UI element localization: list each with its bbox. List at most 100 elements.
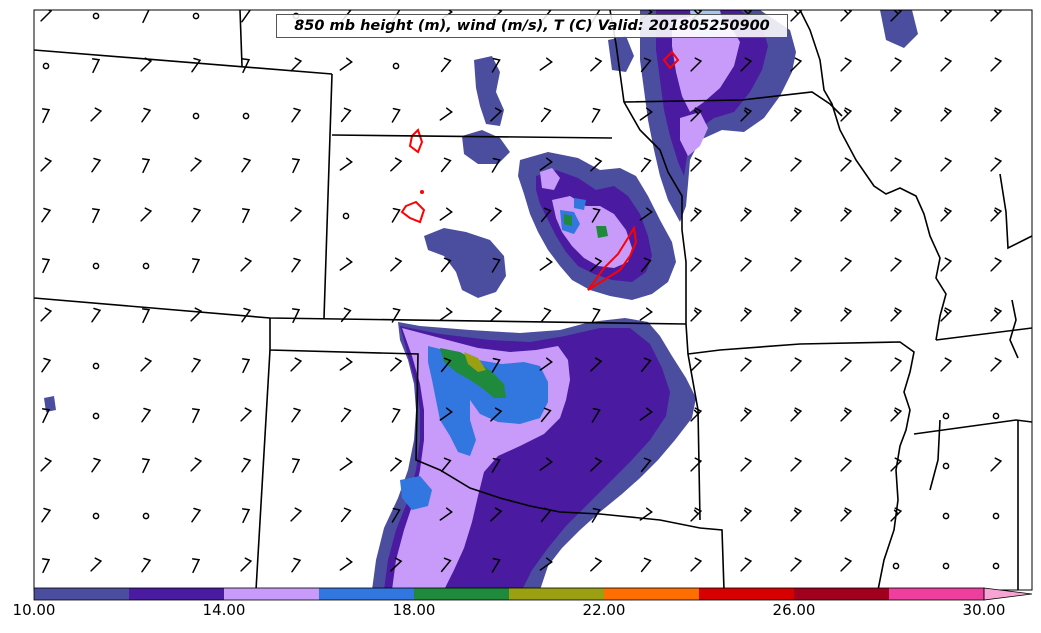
wind-barb [590,557,603,572]
wind-barb [40,457,53,472]
colorbar-segment [699,588,794,600]
wind-barb [41,207,52,223]
wind-barb [391,507,401,523]
shade-south-olive [464,352,486,372]
wind-barb [740,457,753,472]
wind-barb [940,307,953,322]
colorbar-tick-label: 14.00 [202,601,246,619]
colorbar-segment [224,588,319,600]
wind-barb [440,357,452,373]
wind-barb [291,308,301,324]
wind-barb [291,407,302,423]
wind-barb [339,357,353,371]
wind-barb [91,457,102,473]
wind-barb [990,357,1003,372]
wind-barb [740,207,753,222]
wind-barb [690,557,703,572]
wind-barb [191,57,202,73]
wind-barb [391,407,401,423]
wind-barb [790,457,803,472]
boundary-line [929,419,941,491]
calm-wind-marker [992,512,1000,520]
calm-wind-marker [392,62,400,70]
wind-barb [639,107,653,121]
wind-barb [990,10,1003,22]
state-boundaries [34,10,1032,590]
wind-barb [141,557,152,573]
wind-barb [41,408,51,424]
wind-barb [41,258,51,274]
wind-barb [539,57,553,71]
wind-barb [890,307,903,322]
wind-barb [990,207,1003,222]
wind-barb [390,557,403,572]
wind-barb [890,357,903,372]
wind-barb [640,557,652,573]
wind-barb [440,557,452,573]
wind-barb [339,57,353,71]
wind-barb [840,207,853,222]
wind-barb [639,407,653,421]
wind-barb [990,57,1003,72]
wind-barb [740,407,753,422]
wind-barb [41,108,51,124]
wind-barb [191,258,201,274]
wind-barb [591,407,601,423]
wind-barb [890,507,903,522]
colorbar-segment [794,588,889,600]
wind-barb [291,257,302,273]
calm-wind-marker [42,62,50,70]
wind-barb [590,457,603,472]
wind-barb [91,208,101,224]
wind-barb [790,407,803,422]
wind-barb [241,58,251,74]
wind-barb [440,457,452,473]
wind-barb [690,257,703,272]
wind-barb [190,307,203,322]
wind-barb [591,507,601,523]
wind-barb [690,307,703,322]
calm-wind-marker [942,462,950,470]
wind-barb [540,507,552,523]
wind-barb [240,257,253,272]
shade-ne-patch [608,36,634,72]
colorbar-segment [414,588,509,600]
shade-south-blue-2 [400,476,432,510]
boundary-line [323,73,333,319]
wind-barb [290,357,303,372]
wind-barb [290,507,303,522]
calm-wind-marker [142,262,150,270]
wind-barb [140,357,153,372]
colorbar-segment [129,588,224,600]
boundary-line [269,318,725,590]
wind-barb [890,207,903,222]
wind-barb [590,57,603,72]
wind-barb [790,507,803,522]
wind-barb [639,207,653,221]
calm-wind-marker [992,562,1000,570]
wind-barb [940,10,953,22]
wind-barb [340,307,352,323]
wind-barb [241,508,251,524]
wind-barb [491,257,501,273]
wind-barb [140,57,153,72]
wind-barb [142,10,150,24]
wind-barb [540,407,552,423]
wind-barb [740,557,753,572]
wind-barb [590,357,603,372]
boundary-line [913,419,1032,435]
wind-barb [439,107,453,121]
calm-wind-marker [92,362,100,370]
calm-wind-marker [92,512,100,520]
wind-barb [339,157,353,171]
wind-barb [141,458,151,474]
wind-barb [590,157,603,172]
wind-barb [291,158,301,174]
shade-ne-light [672,14,740,112]
wind-barb [990,107,1003,122]
colorbar-segment [319,588,414,600]
boundary-line [687,341,915,590]
wind-barb [540,207,552,223]
wind-barb [339,457,353,471]
shade-west-ks-2 [462,130,510,164]
